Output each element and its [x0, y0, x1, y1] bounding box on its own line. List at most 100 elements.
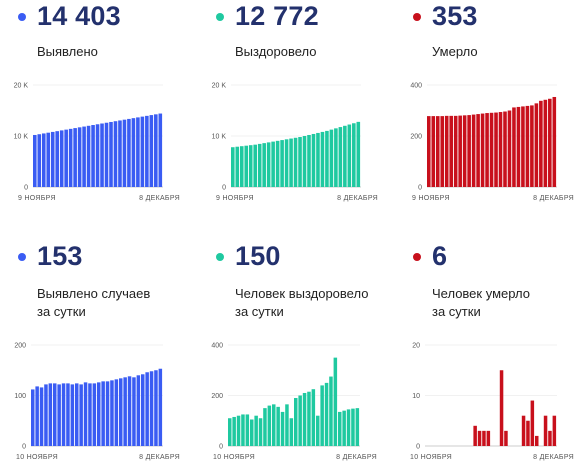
bar	[543, 99, 548, 187]
bar	[55, 131, 59, 187]
bar	[131, 118, 136, 187]
total-died-value: 353	[432, 1, 478, 31]
bar	[70, 384, 75, 446]
bar	[477, 430, 482, 446]
bar	[302, 136, 307, 187]
bar	[275, 140, 280, 187]
bar	[453, 115, 458, 187]
y-tick-label: 0	[222, 185, 226, 192]
bar	[355, 408, 360, 447]
x-start-date-label: 10 НОЯБРЯ	[16, 454, 58, 461]
bar	[535, 435, 539, 446]
bar	[263, 408, 267, 447]
bar	[253, 144, 257, 187]
daily-detected-value: 153	[37, 241, 83, 271]
total-recovered-label: Выздоровело	[235, 44, 317, 59]
bar	[145, 372, 149, 446]
bar	[154, 370, 158, 446]
bar	[48, 383, 53, 446]
bar	[86, 125, 91, 187]
y-tick-label: 0	[418, 185, 422, 192]
bar	[435, 116, 440, 187]
bar	[228, 418, 232, 447]
bar	[262, 143, 266, 187]
bar	[276, 406, 280, 446]
green-dot-icon	[216, 13, 224, 21]
bar	[507, 110, 512, 187]
bar	[498, 112, 503, 187]
bar	[127, 376, 132, 446]
bar	[329, 129, 334, 188]
y-tick-label: 10 K	[14, 134, 29, 141]
bar	[149, 115, 154, 187]
bar	[325, 130, 329, 187]
bar	[467, 115, 471, 187]
daily-died-label-line1: Человек умерло	[432, 286, 530, 301]
bar	[73, 128, 77, 187]
bar	[482, 430, 486, 446]
bar	[302, 392, 307, 447]
bar	[114, 379, 119, 446]
bar	[504, 430, 508, 446]
bar	[298, 395, 302, 446]
bar	[64, 129, 68, 188]
bar	[46, 132, 51, 187]
bar	[285, 404, 289, 446]
bar	[480, 113, 485, 187]
bar	[293, 137, 298, 187]
bar	[521, 415, 526, 446]
bar	[236, 415, 241, 446]
bar	[39, 387, 44, 446]
bar	[539, 100, 543, 187]
y-tick-label: 0	[219, 444, 223, 451]
bar	[248, 145, 253, 187]
bar	[333, 357, 338, 447]
bar	[31, 389, 35, 446]
bar	[316, 132, 320, 187]
bar	[334, 128, 338, 187]
bar	[140, 116, 145, 187]
bar	[516, 106, 521, 187]
bar	[97, 382, 101, 446]
bar	[449, 115, 453, 187]
bar	[119, 378, 123, 446]
total-detected-label: Выявлено	[37, 44, 98, 59]
bar	[132, 377, 136, 446]
bar	[258, 418, 263, 447]
red-dot-icon	[413, 13, 421, 21]
bar	[485, 113, 489, 187]
bar	[346, 409, 351, 446]
y-tick-label: 200	[410, 134, 422, 141]
bar	[526, 420, 530, 446]
bar	[141, 374, 145, 446]
bar	[280, 411, 285, 446]
bar	[250, 419, 254, 446]
bar	[82, 126, 86, 187]
total-died-label: Умерло	[432, 44, 478, 59]
bar	[77, 127, 82, 187]
y-tick-label: 20	[412, 343, 420, 350]
bar	[343, 125, 347, 187]
bar	[231, 147, 235, 187]
bar	[245, 414, 250, 446]
bar	[83, 382, 88, 446]
daily-died-label-line2: за сутки	[432, 304, 481, 319]
bar	[289, 418, 294, 447]
bar	[35, 386, 39, 446]
bar	[462, 115, 467, 187]
bar	[489, 112, 494, 187]
daily-recovered-value: 150	[235, 241, 281, 271]
x-start-date-label: 9 НОЯБРЯ	[412, 195, 450, 202]
x-end-date-label: 8 ДЕКАБРЯ	[337, 195, 378, 202]
daily-recovered-label-line1: Человек выздоровело	[235, 286, 369, 301]
bar	[289, 138, 293, 187]
red-dot-icon	[413, 253, 421, 261]
bar	[471, 114, 476, 187]
bar	[254, 415, 258, 446]
bar	[329, 376, 333, 446]
blue-dot-icon	[18, 253, 26, 261]
bar	[257, 143, 262, 187]
